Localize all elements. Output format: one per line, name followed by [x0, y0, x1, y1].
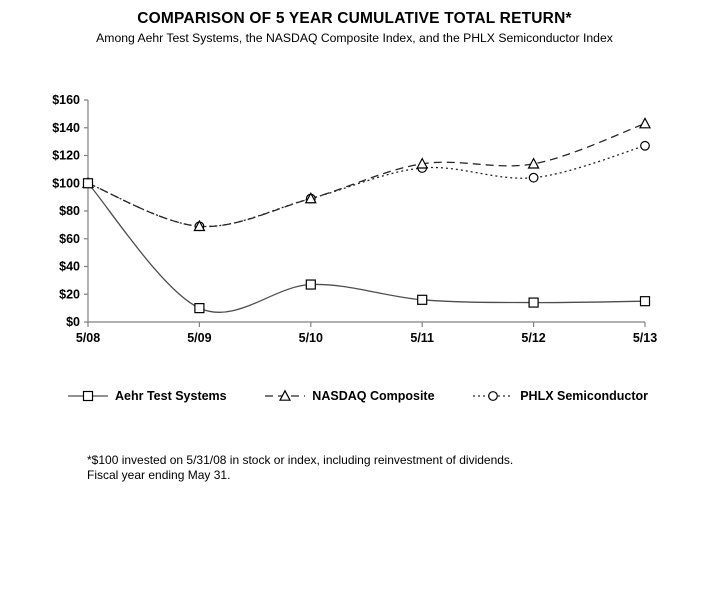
legend-item-nasdaq-composite: NASDAQ Composite — [265, 389, 435, 403]
legend-label: NASDAQ Composite — [312, 389, 435, 403]
svg-text:$160: $160 — [52, 93, 80, 107]
svg-text:$40: $40 — [59, 260, 80, 274]
aehr-line-sample-icon — [68, 390, 108, 402]
svg-text:5/09: 5/09 — [187, 331, 211, 345]
chart-legend: Aehr Test Systems NASDAQ Composite PHLX … — [68, 389, 648, 403]
footnote-line-2: Fiscal year ending May 31. — [87, 468, 231, 482]
svg-text:5/10: 5/10 — [299, 331, 323, 345]
legend-label: Aehr Test Systems — [115, 389, 227, 403]
svg-text:$80: $80 — [59, 204, 80, 218]
footnote-line-1: *$100 invested on 5/31/08 in stock or in… — [87, 453, 514, 467]
legend-label: PHLX Semiconductor — [520, 389, 648, 403]
phlx-line-sample-icon — [473, 391, 514, 401]
svg-text:5/13: 5/13 — [633, 331, 657, 345]
chart-subtitle: Among Aehr Test Systems, the NASDAQ Comp… — [96, 31, 613, 45]
legend-item-phlx-semiconductor: PHLX Semiconductor — [473, 389, 648, 403]
chart-footnote: *$100 invested on 5/31/08 in stock or in… — [87, 453, 513, 483]
svg-text:5/08: 5/08 — [76, 331, 100, 345]
svg-text:5/11: 5/11 — [410, 331, 434, 345]
svg-text:$60: $60 — [59, 232, 80, 246]
svg-text:$100: $100 — [52, 176, 80, 190]
svg-text:$20: $20 — [59, 287, 80, 301]
chart-header: COMPARISON OF 5 YEAR CUMULATIVE TOTAL RE… — [0, 10, 709, 45]
legend-item-aehr-test-systems: Aehr Test Systems — [68, 389, 227, 403]
svg-text:5/12: 5/12 — [521, 331, 545, 345]
nasdaq-line-sample-icon — [265, 389, 306, 401]
svg-text:$140: $140 — [52, 121, 80, 135]
svg-text:$0: $0 — [66, 315, 80, 329]
svg-text:$120: $120 — [52, 149, 80, 163]
chart-title: COMPARISON OF 5 YEAR CUMULATIVE TOTAL RE… — [137, 10, 572, 27]
